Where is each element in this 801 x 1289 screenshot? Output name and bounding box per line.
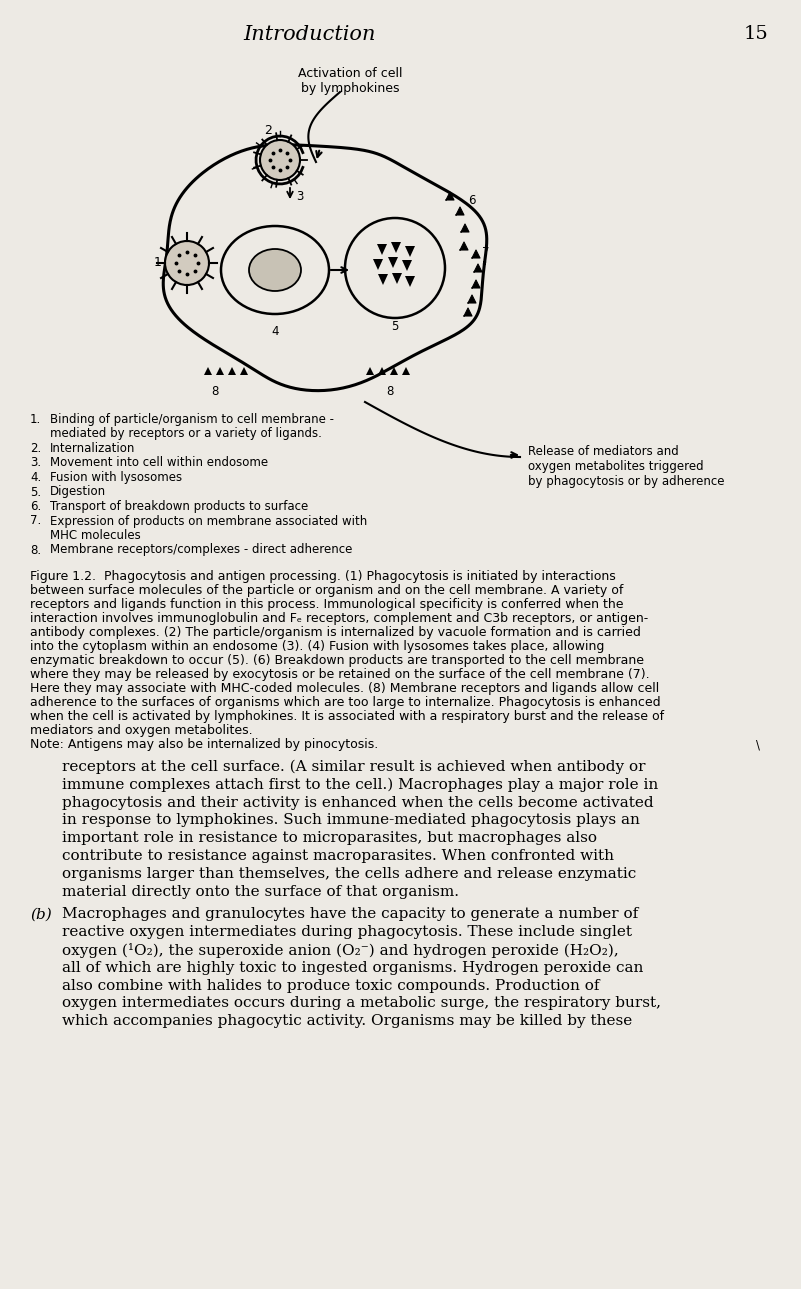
Polygon shape bbox=[388, 257, 398, 268]
Text: Introduction: Introduction bbox=[244, 24, 376, 44]
Text: interaction involves immunoglobulin and Fₑ receptors, complement and C3b recepto: interaction involves immunoglobulin and … bbox=[30, 612, 648, 625]
Text: 7: 7 bbox=[482, 245, 489, 259]
Text: adherence to the surfaces of organisms which are too large to internalize. Phago: adherence to the surfaces of organisms w… bbox=[30, 696, 661, 709]
Polygon shape bbox=[240, 367, 248, 375]
Polygon shape bbox=[472, 250, 480, 258]
Text: 3.: 3. bbox=[30, 456, 41, 469]
Text: 6.: 6. bbox=[30, 500, 41, 513]
Polygon shape bbox=[390, 367, 398, 375]
Polygon shape bbox=[391, 242, 401, 253]
Polygon shape bbox=[474, 264, 482, 272]
Polygon shape bbox=[228, 367, 236, 375]
Circle shape bbox=[165, 241, 209, 285]
Text: into the cytoplasm within an endosome (3). (4) Fusion with lysosomes takes place: into the cytoplasm within an endosome (3… bbox=[30, 641, 605, 654]
Text: 2: 2 bbox=[264, 124, 272, 137]
Polygon shape bbox=[392, 273, 402, 284]
Polygon shape bbox=[446, 192, 454, 200]
Text: 4.: 4. bbox=[30, 470, 41, 483]
Text: 7.: 7. bbox=[30, 514, 41, 527]
Text: 8: 8 bbox=[211, 385, 219, 398]
Text: 5: 5 bbox=[392, 320, 399, 333]
Text: organisms larger than themselves, the cells adhere and release enzymatic: organisms larger than themselves, the ce… bbox=[62, 866, 636, 880]
Text: Transport of breakdown products to surface: Transport of breakdown products to surfa… bbox=[50, 500, 308, 513]
Text: when the cell is activated by lymphokines. It is associated with a respiratory b: when the cell is activated by lymphokine… bbox=[30, 710, 664, 723]
Text: 4: 4 bbox=[272, 325, 279, 338]
Polygon shape bbox=[461, 224, 469, 232]
Text: Macrophages and granulocytes have the capacity to generate a number of: Macrophages and granulocytes have the ca… bbox=[62, 907, 638, 922]
Text: material directly onto the surface of that organism.: material directly onto the surface of th… bbox=[62, 884, 459, 898]
Text: receptors and ligands function in this process. Immunological specificity is con: receptors and ligands function in this p… bbox=[30, 598, 623, 611]
Text: 2.: 2. bbox=[30, 442, 41, 455]
Text: important role in resistance to microparasites, but macrophages also: important role in resistance to micropar… bbox=[62, 831, 597, 846]
Text: Membrane receptors/complexes - direct adherence: Membrane receptors/complexes - direct ad… bbox=[50, 544, 352, 557]
Text: mediators and oxygen metabolites.: mediators and oxygen metabolites. bbox=[30, 724, 252, 737]
Polygon shape bbox=[204, 367, 212, 375]
Polygon shape bbox=[378, 367, 386, 375]
Text: MHC molecules: MHC molecules bbox=[50, 528, 141, 541]
Text: Expression of products on membrane associated with: Expression of products on membrane assoc… bbox=[50, 514, 367, 527]
Text: Fusion with lysosomes: Fusion with lysosomes bbox=[50, 470, 182, 483]
Polygon shape bbox=[405, 276, 415, 287]
Text: Digestion: Digestion bbox=[50, 486, 106, 499]
Text: also combine with halides to produce toxic compounds. Production of: also combine with halides to produce tox… bbox=[62, 978, 599, 993]
Text: 1.: 1. bbox=[30, 412, 41, 425]
Polygon shape bbox=[402, 260, 412, 271]
Text: 5.: 5. bbox=[30, 486, 41, 499]
Polygon shape bbox=[373, 259, 383, 269]
Text: Note: Antigens may also be internalized by pinocytosis.: Note: Antigens may also be internalized … bbox=[30, 739, 378, 751]
Polygon shape bbox=[464, 308, 472, 316]
Text: Activation of cell
by lymphokines: Activation of cell by lymphokines bbox=[298, 67, 402, 95]
Polygon shape bbox=[468, 295, 476, 303]
Text: Internalization: Internalization bbox=[50, 442, 135, 455]
Text: mediated by receptors or a variety of ligands.: mediated by receptors or a variety of li… bbox=[50, 428, 322, 441]
Text: antibody complexes. (2) The particle/organism is internalized by vacuole formati: antibody complexes. (2) The particle/org… bbox=[30, 626, 641, 639]
Polygon shape bbox=[216, 367, 224, 375]
Text: reactive oxygen intermediates during phagocytosis. These include singlet: reactive oxygen intermediates during pha… bbox=[62, 926, 632, 940]
Text: all of which are highly toxic to ingested organisms. Hydrogen peroxide can: all of which are highly toxic to ingeste… bbox=[62, 960, 643, 974]
Text: \: \ bbox=[756, 739, 760, 751]
Ellipse shape bbox=[249, 249, 301, 291]
Text: oxygen intermediates occurs during a metabolic surge, the respiratory burst,: oxygen intermediates occurs during a met… bbox=[62, 996, 661, 1011]
Text: 3: 3 bbox=[296, 189, 304, 202]
Text: enzymatic breakdown to occur (5). (6) Breakdown products are transported to the : enzymatic breakdown to occur (5). (6) Br… bbox=[30, 654, 644, 666]
Text: Binding of particle/organism to cell membrane -: Binding of particle/organism to cell mem… bbox=[50, 412, 334, 425]
Text: Release of mediators and
oxygen metabolites triggered
by phagocytosis or by adhe: Release of mediators and oxygen metaboli… bbox=[528, 445, 724, 489]
Text: where they may be released by exocytosis or be retained on the surface of the ce: where they may be released by exocytosis… bbox=[30, 668, 650, 681]
Text: 8: 8 bbox=[386, 385, 393, 398]
Text: 1: 1 bbox=[154, 257, 162, 269]
Text: 8.: 8. bbox=[30, 544, 41, 557]
Polygon shape bbox=[405, 246, 415, 257]
Polygon shape bbox=[402, 367, 410, 375]
Polygon shape bbox=[378, 275, 388, 285]
Text: oxygen (¹O₂), the superoxide anion (O₂⁻) and hydrogen peroxide (H₂O₂),: oxygen (¹O₂), the superoxide anion (O₂⁻)… bbox=[62, 944, 618, 958]
Text: between surface molecules of the particle or organism and on the cell membrane. : between surface molecules of the particl… bbox=[30, 584, 623, 597]
Text: phagocytosis and their activity is enhanced when the cells become activated: phagocytosis and their activity is enhan… bbox=[62, 795, 654, 809]
Polygon shape bbox=[377, 244, 387, 255]
Polygon shape bbox=[460, 242, 468, 250]
Polygon shape bbox=[456, 208, 464, 215]
Text: (b): (b) bbox=[30, 907, 52, 922]
Text: Figure 1.2.  Phagocytosis and antigen processing. (1) Phagocytosis is initiated : Figure 1.2. Phagocytosis and antigen pro… bbox=[30, 570, 616, 583]
Text: in response to lymphokines. Such immune-mediated phagocytosis plays an: in response to lymphokines. Such immune-… bbox=[62, 813, 640, 828]
Text: 6: 6 bbox=[468, 193, 476, 206]
Text: Movement into cell within endosome: Movement into cell within endosome bbox=[50, 456, 268, 469]
Text: contribute to resistance against macroparasites. When confronted with: contribute to resistance against macropa… bbox=[62, 849, 614, 864]
Circle shape bbox=[260, 141, 300, 180]
Polygon shape bbox=[472, 280, 480, 287]
Text: which accompanies phagocytic activity. Organisms may be killed by these: which accompanies phagocytic activity. O… bbox=[62, 1014, 632, 1029]
Polygon shape bbox=[366, 367, 374, 375]
Text: 15: 15 bbox=[743, 24, 768, 43]
Text: immune complexes attach first to the cell.) Macrophages play a major role in: immune complexes attach first to the cel… bbox=[62, 777, 658, 793]
Text: Here they may associate with MHC-coded molecules. (8) Membrane receptors and lig: Here they may associate with MHC-coded m… bbox=[30, 682, 659, 695]
Text: receptors at the cell surface. (A similar result is achieved when antibody or: receptors at the cell surface. (A simila… bbox=[62, 761, 646, 775]
